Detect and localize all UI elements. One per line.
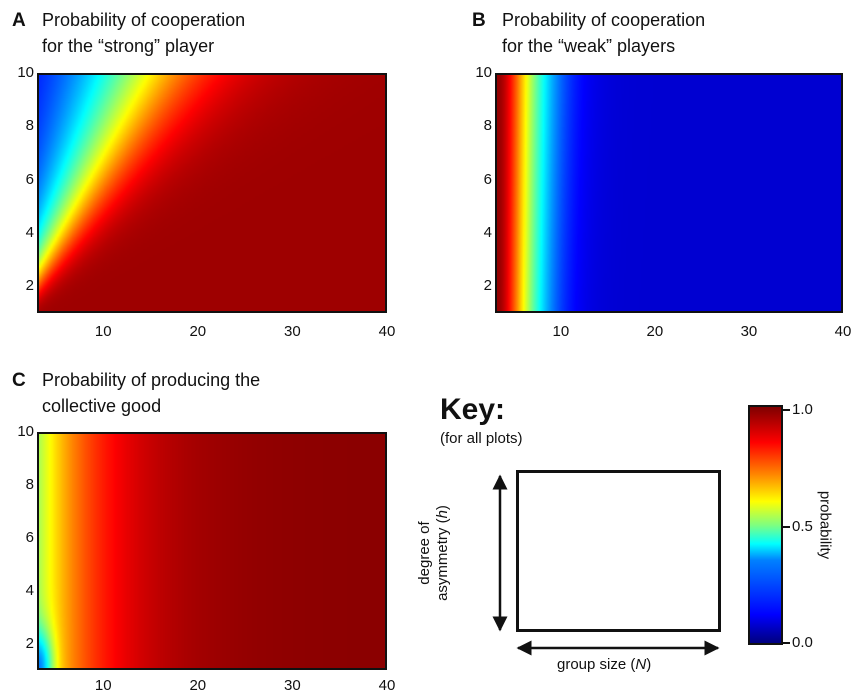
panel-c-x-tick-20: 20: [189, 677, 207, 694]
heatmap-collective-good: [37, 432, 387, 670]
panel-c-y-tick-2: 2: [25, 634, 34, 652]
panel-a-x-tick-20: 20: [189, 323, 207, 340]
panel-a-y-tick-2: 2: [25, 277, 34, 295]
key-xlabel-end: ): [646, 656, 652, 673]
key-plot-box: [516, 470, 721, 632]
key-title: Key:: [440, 393, 506, 426]
panel-c-x-tick-40: 40: [378, 677, 396, 694]
panel-c-y-tick-6: 6: [25, 528, 34, 546]
panel-a-x-tick-40: 40: [378, 323, 396, 340]
panel-b-x-tick-40: 40: [834, 323, 852, 340]
colorbar-tick-0-5: 0.5: [792, 518, 813, 535]
panel-b-title-line1: Probability of cooperation: [502, 10, 706, 30]
panel-c-y-tick-8: 8: [25, 475, 34, 493]
key-subtitle: (for all plots): [440, 430, 523, 447]
panel-a-y-tick-4: 4: [25, 224, 34, 241]
panel-b-y-tick-4: 4: [483, 224, 492, 241]
panel-a-y-tick-6: 6: [25, 170, 34, 188]
key-ylabel-var: h: [434, 510, 451, 519]
colorbar-label: probability: [816, 490, 834, 560]
panel-b-y-tick-8: 8: [483, 117, 492, 135]
heatmap-weak-players: [495, 73, 843, 313]
heatmap-b-canvas: [497, 75, 841, 311]
colorbar-tick-mark-top: [783, 409, 790, 411]
key-xlabel: group size (N): [557, 656, 651, 673]
colorbar-tick-0: 0.0: [792, 634, 813, 651]
key-xlabel-text: group size (: [557, 656, 636, 673]
heatmap-a-canvas: [39, 75, 385, 311]
colorbar-tick-mark-bottom: [783, 642, 790, 644]
panel-a-title-line1: Probability of cooperation: [42, 10, 246, 30]
panel-b-y-tick-10: 10: [475, 64, 492, 81]
panel-c-x-tick-30: 30: [284, 677, 301, 694]
panel-a-title-line2: for the “strong” player: [42, 36, 215, 56]
panel-a-x-tick-30: 30: [284, 323, 301, 340]
key-ylabel-end: ): [434, 505, 451, 511]
panel-b-y-tick-6: 6: [483, 170, 492, 188]
panel-a-y-tick-8: 8: [25, 117, 34, 135]
colorbar: [748, 405, 783, 645]
panel-c-y-tick-4: 4: [25, 581, 34, 599]
panel-c-y-tick-10: 10: [17, 423, 34, 440]
key-ylabel: degree of asymmetry (h): [416, 505, 452, 601]
heatmap-strong-player: [37, 73, 387, 313]
panel-c-title-line1: Probability of producing the: [42, 370, 261, 390]
key-ylabel-line1: degree of: [416, 521, 433, 585]
panel-b-x-tick-10: 10: [552, 323, 570, 340]
panel-a-letter: A: [12, 10, 26, 31]
key-ylabel-line2: asymmetry (: [434, 518, 451, 601]
panel-b-x-tick-30: 30: [740, 323, 758, 340]
key-xlabel-var: N: [635, 656, 647, 673]
panel-b-y-tick-2: 2: [483, 277, 492, 295]
panel-a-x-tick-10: 10: [94, 323, 112, 340]
panel-a-y-tick-10: 10: [17, 64, 34, 81]
heatmap-c-canvas: [39, 434, 385, 668]
panel-b-x-tick-20: 20: [646, 323, 664, 340]
panel-c-x-tick-10: 10: [94, 677, 112, 694]
panel-c-letter: C: [12, 370, 26, 391]
colorbar-tick-1: 1.0: [792, 401, 813, 418]
panel-c-title-line2: collective good: [42, 396, 162, 416]
panel-b-title-line2: for the “weak” players: [502, 36, 676, 56]
panel-b-letter: B: [472, 10, 486, 31]
colorbar-tick-mark-mid: [783, 526, 790, 528]
key-ylabel-line2-wrap: asymmetry (h): [434, 505, 452, 601]
